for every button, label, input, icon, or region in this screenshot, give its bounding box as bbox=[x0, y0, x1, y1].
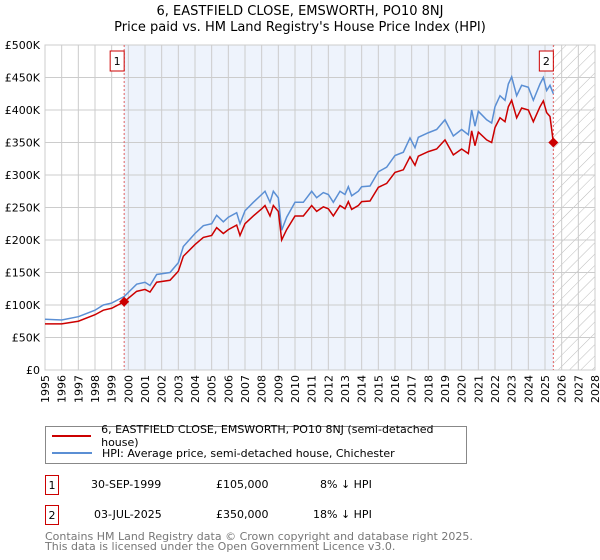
sale-label: 2 bbox=[543, 55, 550, 68]
transaction-price: £105,000 bbox=[216, 478, 269, 491]
legend-swatch-property bbox=[52, 435, 92, 437]
property-price-line bbox=[45, 98, 555, 325]
transaction-date: 03-JUL-2025 bbox=[94, 508, 162, 521]
price-chart: 1995 1996 1997 1998 1999 2000 2001 2002 2003 2004… bbox=[5, 39, 600, 403]
x-tick-label: 1997 bbox=[72, 375, 85, 403]
transaction-marker: 1 bbox=[45, 475, 59, 495]
legend: 6, EASTFIELD CLOSE, EMSWORTH, PO10 8NJ (… bbox=[45, 423, 467, 464]
transaction-date: 30-SEP-1999 bbox=[91, 478, 162, 491]
sale-point bbox=[119, 296, 130, 307]
x-tick-label: 2009 bbox=[272, 375, 285, 403]
x-tick-label: 2027 bbox=[572, 375, 585, 403]
legend-swatch-hpi bbox=[52, 452, 92, 454]
y-tick-label: £350K bbox=[5, 137, 41, 150]
x-tick-label: 2018 bbox=[422, 375, 435, 403]
hpi-line bbox=[44, 74, 555, 321]
x-tick-label: 2016 bbox=[389, 375, 402, 403]
x-tick-label: 2026 bbox=[556, 375, 569, 403]
y-tick-label: £200K bbox=[5, 234, 41, 247]
x-tick-label: 2005 bbox=[206, 375, 219, 403]
x-tick-label: 2024 bbox=[522, 375, 535, 403]
y-tick-label: £500K bbox=[5, 39, 41, 52]
transaction-marker: 2 bbox=[45, 505, 59, 525]
x-tick-label: 1996 bbox=[56, 375, 69, 403]
y-tick-label: £250K bbox=[5, 202, 41, 215]
sale-point bbox=[548, 137, 559, 148]
x-tick-label: 2000 bbox=[122, 375, 135, 403]
x-tick-label: 2001 bbox=[139, 375, 152, 403]
sale-label: 1 bbox=[114, 55, 121, 68]
x-tick-label: 2025 bbox=[539, 375, 552, 403]
y-tick-label: £300K bbox=[5, 169, 41, 182]
y-tick-label: £150K bbox=[5, 267, 41, 280]
x-tick-label: 2015 bbox=[372, 375, 385, 403]
transaction-delta: 8% ↓ HPI bbox=[320, 478, 372, 491]
sale-label-box bbox=[538, 50, 554, 72]
x-tick-label: 2006 bbox=[222, 375, 235, 403]
y-tick-label: £450K bbox=[5, 72, 41, 85]
y-tick-label: £400K bbox=[5, 104, 41, 117]
plot-frame bbox=[44, 44, 596, 371]
x-tick-label: 2022 bbox=[489, 375, 502, 403]
x-tick-label: 2021 bbox=[472, 375, 485, 403]
x-tick-label: 1999 bbox=[106, 375, 119, 403]
transaction-price: £350,000 bbox=[216, 508, 269, 521]
x-tick-label: 2013 bbox=[339, 375, 352, 403]
footer-copyright: Contains HM Land Registry data © Crown c… bbox=[45, 530, 473, 543]
chart-title: 6, EASTFIELD CLOSE, EMSWORTH, PO10 8NJ bbox=[156, 4, 444, 19]
x-tick-label: 2017 bbox=[406, 375, 419, 403]
legend-item-property: 6, EASTFIELD CLOSE, EMSWORTH, PO10 8NJ (… bbox=[52, 423, 466, 449]
x-tick-label: 2019 bbox=[439, 375, 452, 403]
footer-licence: This data is licensed under the Open Gov… bbox=[45, 540, 396, 553]
x-tick-label: 2011 bbox=[306, 375, 319, 403]
x-tick-label: 2004 bbox=[189, 375, 202, 403]
x-tick-label: 1995 bbox=[39, 375, 52, 403]
x-tick-label: 1998 bbox=[89, 375, 102, 403]
x-tick-label: 2008 bbox=[256, 375, 269, 403]
transaction-delta: 18% ↓ HPI bbox=[313, 508, 372, 521]
x-tick-label: 2012 bbox=[322, 375, 335, 403]
x-tick-label: 2003 bbox=[172, 375, 185, 403]
y-tick-label: £50K bbox=[12, 332, 41, 345]
legend-label-hpi: HPI: Average price, semi-detached house,… bbox=[102, 446, 395, 460]
x-tick-label: 2010 bbox=[289, 375, 302, 403]
chart-subtitle: Price paid vs. HM Land Registry's House … bbox=[114, 20, 486, 35]
transaction-row: 2 03-JUL-2025 £350,000 18% ↓ HPI bbox=[45, 505, 545, 525]
y-tick-label: £100K bbox=[5, 299, 41, 312]
legend-item-hpi: HPI: Average price, semi-detached house,… bbox=[52, 445, 395, 461]
x-tick-label: 2014 bbox=[356, 375, 369, 403]
sale-label-box bbox=[109, 50, 125, 72]
x-tick-label: 2028 bbox=[589, 375, 600, 403]
x-tick-label: 2007 bbox=[239, 375, 252, 403]
legend-label-property: 6, EASTFIELD CLOSE, EMSWORTH, PO10 8NJ (… bbox=[101, 423, 434, 449]
x-tick-label: 2020 bbox=[456, 375, 469, 403]
x-tick-label: 2023 bbox=[506, 375, 519, 403]
y-tick-label: £0 bbox=[26, 364, 40, 377]
transaction-row: 1 30-SEP-1999 £105,000 8% ↓ HPI bbox=[45, 475, 545, 495]
x-tick-label: 2002 bbox=[156, 375, 169, 403]
